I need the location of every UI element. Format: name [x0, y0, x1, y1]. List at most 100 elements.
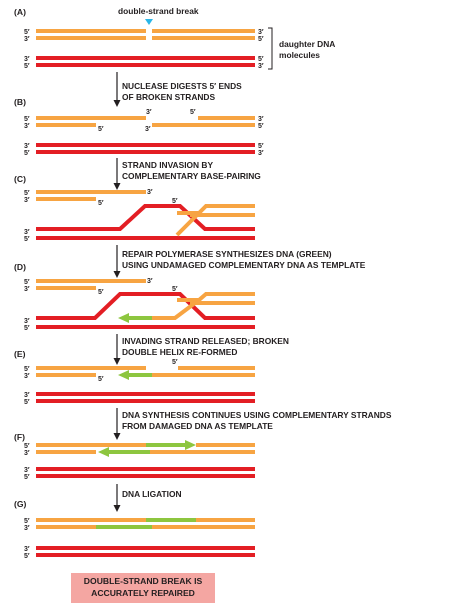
panel-a: 5′ 3′ 3′ 5′ 3′ 5′ 5′ 3′ daughter DNA mole… — [24, 27, 335, 70]
end-label: 5′ — [258, 56, 264, 63]
orange-strand — [36, 450, 96, 454]
orange-strand — [36, 286, 96, 290]
orange-strand — [36, 366, 146, 370]
end-label: 5′ — [172, 198, 178, 205]
end-label: 3′ — [24, 123, 30, 130]
orange-strand — [152, 29, 255, 33]
end-label: 5′ — [24, 443, 30, 450]
orange-strand — [36, 197, 96, 201]
orange-strand — [36, 373, 96, 377]
orange-strand — [36, 443, 146, 447]
green-new-dna — [108, 450, 152, 454]
step-6: DNA LIGATION — [113, 484, 182, 512]
break-marker-icon — [145, 19, 153, 25]
orange-strand — [36, 279, 146, 283]
green-new-dna — [96, 525, 152, 529]
red-strand — [36, 474, 255, 478]
end-label: 3′ — [24, 392, 30, 399]
step-caption: NUCLEASE DIGESTS 5′ ENDS OF BROKEN STRAND… — [122, 81, 242, 102]
end-label: 3′ — [24, 197, 30, 204]
orange-strand — [36, 116, 146, 120]
end-label: 5′ — [24, 150, 30, 157]
end-label: 3′ — [147, 278, 153, 285]
end-label: 3′ — [24, 318, 30, 325]
end-label: 5′ — [24, 366, 30, 373]
green-arrow-icon — [118, 370, 129, 380]
green-new-dna — [128, 316, 152, 320]
step-2: STRAND INVASION BY COMPLEMENTARY BASE-PAI… — [113, 158, 261, 190]
down-arrow-icon — [113, 433, 121, 440]
end-label: 5′ — [24, 63, 30, 70]
orange-strand — [152, 123, 255, 127]
orange-strand — [36, 525, 96, 529]
step-caption: DNA LIGATION — [122, 489, 182, 499]
panel-c: 5′ 3′ 3′ 5′ 5′ 3′ 5′ — [24, 189, 255, 243]
down-arrow-icon — [113, 271, 121, 278]
orange-strand — [36, 123, 96, 127]
step-3: REPAIR POLYMERASE SYNTHESIZES DNA (GREEN… — [113, 245, 366, 278]
orange-strand — [150, 373, 255, 377]
end-label: 5′ — [172, 286, 178, 293]
end-label: 5′ — [24, 325, 30, 332]
step-caption: REPAIR POLYMERASE SYNTHESIZES DNA (GREEN… — [122, 249, 366, 270]
orange-strand — [36, 36, 146, 40]
end-label: 3′ — [145, 126, 151, 133]
orange-strand — [150, 450, 255, 454]
invading-orange-strand — [177, 204, 255, 215]
red-strand — [36, 399, 255, 403]
panel-e: 5′ 3′ 5′ 5′ 3′ 5′ — [24, 359, 255, 406]
end-label: 5′ — [24, 29, 30, 36]
panel-d: 5′ 3′ 3′ 5′ 5′ 3′ 5′ — [24, 278, 255, 332]
red-strand — [36, 546, 255, 550]
red-strand — [36, 325, 255, 329]
step-caption: STRAND INVASION BY COMPLEMENTARY BASE-PAI… — [122, 160, 261, 181]
end-label: 3′ — [24, 286, 30, 293]
end-label: 5′ — [172, 359, 178, 366]
orange-strand — [36, 518, 146, 522]
orange-strand — [36, 29, 146, 33]
down-arrow-icon — [113, 358, 121, 365]
green-arrow-icon — [185, 440, 196, 450]
end-label: 5′ — [190, 109, 196, 116]
end-label: 5′ — [258, 123, 264, 130]
panel-label-g: (G) — [14, 499, 27, 509]
panel-label-b: (B) — [14, 97, 26, 107]
invading-orange-strand — [150, 298, 201, 320]
molecule-bracket — [268, 27, 273, 70]
down-arrow-icon — [113, 100, 121, 107]
result-box — [71, 573, 215, 603]
step-1: NUCLEASE DIGESTS 5′ ENDS OF BROKEN STRAND… — [113, 72, 242, 107]
end-label: 5′ — [24, 279, 30, 286]
green-new-dna — [146, 443, 186, 447]
end-label: 5′ — [24, 116, 30, 123]
panel-label-c: (C) — [14, 174, 26, 184]
end-label: 3′ — [24, 143, 30, 150]
end-label: 5′ — [98, 289, 104, 296]
daughter-molecules-label: daughter DNA molecules — [279, 39, 335, 60]
end-label: 3′ — [258, 29, 264, 36]
orange-strand — [196, 443, 255, 447]
end-label: 5′ — [24, 474, 30, 481]
orange-strand — [152, 525, 255, 529]
orange-strand — [178, 366, 255, 370]
green-new-dna — [128, 373, 152, 377]
end-label: 5′ — [98, 200, 104, 207]
end-label: 5′ — [24, 553, 30, 560]
orange-strand — [36, 190, 146, 194]
red-strand — [36, 150, 255, 154]
green-arrow-icon — [98, 447, 109, 457]
red-strand — [36, 392, 255, 396]
end-label: 3′ — [24, 229, 30, 236]
end-label: 5′ — [24, 399, 30, 406]
panel-f: 5′ 3′ 3′ 5′ — [24, 440, 255, 481]
end-label: 3′ — [24, 467, 30, 474]
green-new-dna — [146, 518, 196, 522]
orange-strand — [190, 301, 255, 305]
red-strand — [36, 292, 255, 320]
panel-label-a: (A) — [14, 7, 26, 17]
end-label: 3′ — [258, 150, 264, 157]
orange-strand — [190, 213, 255, 217]
red-strand — [36, 63, 255, 67]
end-label: 5′ — [24, 190, 30, 197]
orange-strand — [196, 518, 255, 522]
